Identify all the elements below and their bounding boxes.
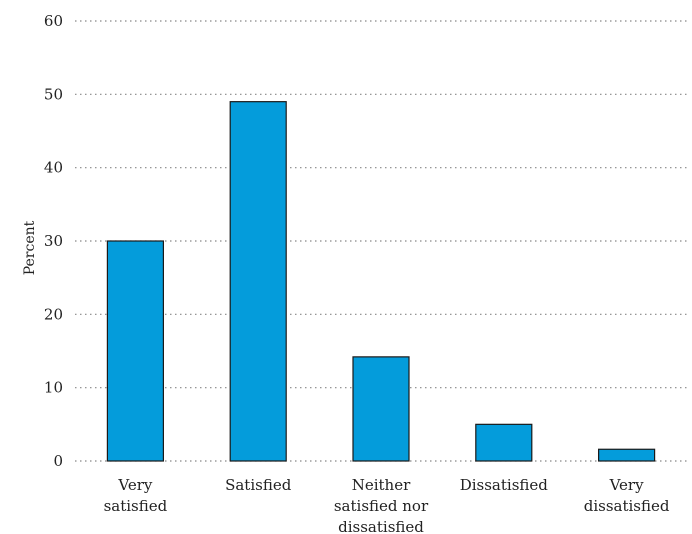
y-axis-label: Percent (22, 220, 38, 275)
x-tick-label-line: dissatisfied (584, 497, 670, 515)
y-tick-label: 10 (44, 379, 63, 397)
bar (229, 101, 287, 462)
bar (352, 356, 410, 462)
bar (597, 448, 656, 462)
x-tick-label-line: Neither (352, 476, 411, 494)
y-tick-label: 20 (44, 305, 63, 323)
x-tick-label-line: satisfied nor (334, 497, 429, 515)
y-axis-ticks: 0 10 20 30 40 50 60 (44, 12, 63, 470)
x-tick-label-line: Very (609, 476, 645, 494)
y-tick-label: 30 (44, 232, 63, 250)
x-tick-label: Satisfied (225, 476, 292, 494)
bar (475, 423, 533, 462)
x-axis-ticks: Very satisfied Satisfied Neither satisfied n… (104, 476, 670, 534)
x-tick-label: Neither satisfied nor dissatisfied (334, 476, 429, 534)
x-tick-label-line: satisfied (104, 497, 168, 515)
x-tick-label-line: Very (117, 476, 153, 494)
y-tick-label: 40 (44, 159, 63, 177)
bar (106, 240, 165, 462)
y-tick-label: 50 (44, 85, 63, 103)
y-tick-label: 0 (53, 452, 63, 470)
x-tick-label-line: Dissatisfied (460, 476, 549, 494)
x-tick-label: Very dissatisfied (584, 476, 670, 515)
x-tick-label: Dissatisfied (460, 476, 549, 494)
x-tick-label: Very satisfied (104, 476, 168, 515)
bars (106, 101, 656, 462)
y-tick-label: 60 (44, 12, 63, 30)
x-tick-label-line: Satisfied (225, 476, 292, 494)
x-tick-label-line: dissatisfied (338, 518, 424, 534)
